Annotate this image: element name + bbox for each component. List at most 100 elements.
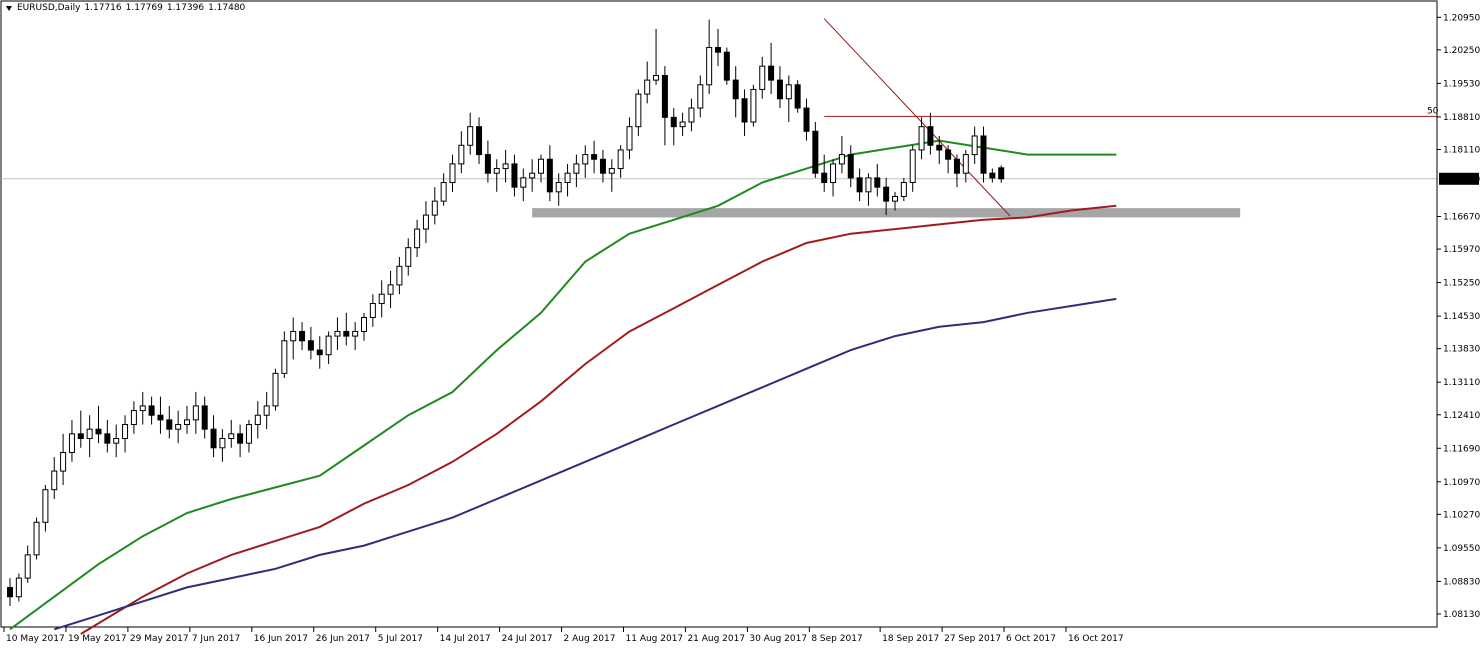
y-tick-label: 1.13110 [1443, 378, 1480, 388]
x-tick-label: 19 May 2017 [68, 634, 127, 644]
candle [768, 42, 775, 95]
candle [86, 415, 93, 458]
candle-body-bull [245, 424, 252, 444]
y-tick-label: 1.11690 [1443, 444, 1480, 454]
candle [281, 331, 288, 378]
candle [263, 391, 270, 430]
candle [51, 457, 58, 500]
candle-body-bull [697, 84, 704, 109]
candle [591, 140, 598, 174]
candle-body-bear [484, 154, 491, 174]
candle-body-bear [201, 405, 208, 430]
current-price-badge [1439, 172, 1479, 185]
candle [511, 154, 518, 197]
candle-body-bull [679, 121, 686, 128]
candle [953, 154, 960, 188]
candle-body-bull [24, 554, 31, 579]
candle-body-bull [493, 168, 500, 174]
candle [679, 112, 686, 136]
candle-body-bull [42, 489, 49, 523]
trend-line [823, 18, 1011, 217]
candle [520, 168, 527, 202]
candle [201, 396, 208, 439]
candle-body-bear [599, 158, 606, 174]
candle [334, 317, 341, 351]
candle-body-bear [874, 177, 881, 188]
candle [856, 168, 863, 202]
candle [219, 429, 226, 462]
close-value: 1.17480 [208, 3, 246, 13]
candle-body-bull [431, 200, 438, 216]
candle-body-bear [546, 158, 553, 193]
candle [608, 159, 615, 192]
candle [104, 419, 111, 453]
candle-body-bull [962, 154, 969, 174]
ma-slow-line [54, 297, 1117, 631]
candle [405, 238, 412, 276]
candle-body-bear [307, 340, 314, 351]
candle-body-bull [263, 405, 270, 416]
candle [166, 405, 173, 439]
candle [369, 294, 376, 327]
candle-body-bull [175, 424, 182, 430]
candle-body-bear [927, 126, 934, 146]
candle [77, 410, 84, 448]
candle-body-bull [892, 195, 898, 202]
candle [157, 396, 164, 434]
candle-body-bear [316, 349, 323, 356]
candle-body-bear [847, 154, 854, 179]
candle [387, 270, 394, 309]
candle-body-bull [33, 521, 40, 556]
candle [175, 410, 182, 444]
candle-body-bear [95, 428, 102, 435]
candle-body-bear [166, 419, 173, 430]
candle [148, 396, 155, 425]
candle-body-bull [387, 284, 394, 295]
x-tick-label: 30 Aug 2017 [749, 634, 807, 644]
candle-body-bull [564, 172, 571, 184]
candle-body-bear [980, 135, 987, 174]
candle-body-bear [299, 330, 306, 342]
candle [980, 126, 987, 183]
candle [582, 145, 589, 178]
fib-level-label: 50 [1427, 106, 1439, 116]
candle-body-bear [157, 414, 164, 421]
candle [33, 517, 40, 560]
candle-body-bear [732, 79, 739, 100]
candle-body-bear [148, 405, 155, 416]
candle [653, 28, 660, 85]
candle [414, 219, 421, 257]
candle-body-bull [653, 74, 660, 81]
y-tick-label: 1.15250 [1443, 279, 1480, 289]
candle [15, 573, 22, 602]
candle-body-bull [830, 163, 837, 184]
candle [493, 159, 500, 192]
candle-body-bull [529, 172, 536, 179]
x-tick-label: 26 Jun 2017 [316, 634, 370, 644]
candle-body-bull [130, 410, 137, 426]
candle [343, 312, 350, 346]
candle-body-bear [77, 433, 84, 440]
x-tick-label: 5 Jul 2017 [378, 634, 423, 644]
candle [538, 154, 544, 183]
x-tick-label: 29 May 2017 [130, 634, 189, 644]
candle [812, 122, 819, 178]
candle [723, 47, 730, 85]
candle [484, 140, 491, 183]
candle-body-bear [768, 65, 775, 81]
candle-body-bull [644, 79, 651, 95]
x-tick-label: 24 Jul 2017 [502, 634, 553, 644]
candle [661, 66, 668, 146]
candle-body-bear [776, 79, 783, 100]
candle-body-bull [60, 451, 67, 472]
dropdown-triangle-icon[interactable] [6, 5, 12, 11]
candle [715, 28, 721, 67]
x-tick-label: 6 Oct 2017 [1006, 634, 1056, 644]
candle [927, 112, 934, 155]
candle-body-bear [989, 172, 996, 179]
candle-body-bull [378, 293, 385, 305]
candle [502, 149, 509, 183]
candle-body-bull [254, 414, 261, 426]
chart-header: EURUSD,Daily 1.17716 1.17769 1.17396 1.1… [6, 3, 245, 13]
